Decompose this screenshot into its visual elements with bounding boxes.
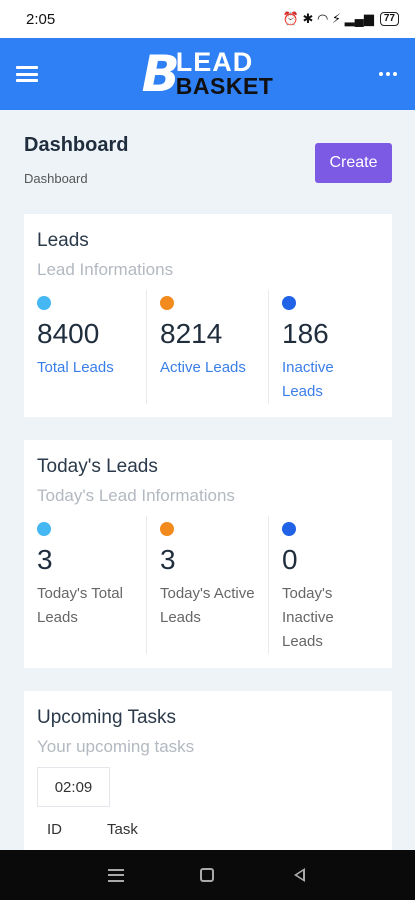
leads-stats: 8400 Total Leads 8214 Active Leads 186 I… xyxy=(24,290,392,404)
app-header: B LEAD BASKET xyxy=(0,38,415,110)
battery-icon: 77 xyxy=(379,12,399,26)
column-header-id: ID xyxy=(47,821,62,838)
stat-active-leads[interactable]: 8214 Active Leads xyxy=(146,290,268,404)
stat-label[interactable]: Inactive Leads xyxy=(282,359,334,400)
status-icons: ⏰ ✱ ◠ ⚡ ▂▄▆ 77 xyxy=(283,11,399,27)
recents-button[interactable] xyxy=(96,860,136,890)
stat-today-total-leads[interactable]: 3 Today's Total Leads xyxy=(24,516,146,654)
card-subtitle: Your upcoming tasks xyxy=(37,737,195,756)
stat-label: Today's Inactive Leads xyxy=(282,585,334,650)
today-stats: 3 Today's Total Leads 3 Today's Active L… xyxy=(24,516,392,654)
page-title: Dashboard xyxy=(24,134,129,156)
stat-dot-icon xyxy=(282,522,296,536)
stat-dot-icon xyxy=(160,522,174,536)
stat-today-active-leads[interactable]: 3 Today's Active Leads xyxy=(146,516,268,654)
stat-dot-icon xyxy=(37,296,51,310)
stat-value: 186 xyxy=(282,318,329,349)
stat-label[interactable]: Total Leads xyxy=(37,359,114,376)
home-button[interactable] xyxy=(187,860,227,890)
logo-lead-text: LEAD xyxy=(175,47,254,77)
stat-value: 3 xyxy=(37,544,53,575)
card-title: Leads xyxy=(37,230,89,251)
back-button[interactable] xyxy=(279,860,319,890)
stat-today-inactive-leads[interactable]: 0 Today's Inactive Leads xyxy=(268,516,390,654)
status-time: 2:05 xyxy=(26,10,56,28)
stat-dot-icon xyxy=(37,522,51,536)
logo-letter: B xyxy=(141,45,180,103)
stat-inactive-leads[interactable]: 186 Inactive Leads xyxy=(268,290,390,404)
system-navigation-bar xyxy=(0,850,415,900)
stat-value: 3 xyxy=(160,544,176,575)
stat-dot-icon xyxy=(282,296,296,310)
page-header: Dashboard Dashboard xyxy=(24,134,128,186)
card-title: Upcoming Tasks xyxy=(37,707,177,728)
stat-value: 8214 xyxy=(160,318,223,349)
hamburger-icon[interactable] xyxy=(16,66,38,82)
card-subtitle: Lead Informations xyxy=(37,260,174,279)
card-title: Today's Leads xyxy=(37,456,158,477)
column-header-task: Task xyxy=(107,821,138,838)
home-icon xyxy=(200,868,215,882)
card-subtitle: Today's Lead Informations xyxy=(37,486,235,505)
stat-label: Today's Total Leads xyxy=(37,585,123,626)
stat-label: Today's Active Leads xyxy=(160,585,255,626)
tasks-table-header: ID Task xyxy=(47,821,138,838)
upcoming-tasks-card: Upcoming Tasks Your upcoming tasks 02:09… xyxy=(24,691,392,850)
leads-card: Leads Lead Informations 8400 Total Leads… xyxy=(24,214,392,417)
stat-total-leads[interactable]: 8400 Total Leads xyxy=(24,290,146,404)
recents-icon xyxy=(107,868,124,882)
create-button[interactable]: Create xyxy=(315,143,392,183)
task-time-badge: 02:09 xyxy=(37,767,110,807)
stat-label[interactable]: Active Leads xyxy=(160,359,246,376)
breadcrumb[interactable]: Dashboard xyxy=(24,171,88,186)
main-content: Dashboard Dashboard Create Leads Lead In… xyxy=(0,110,415,850)
stat-value: 0 xyxy=(282,544,298,575)
back-icon xyxy=(293,868,305,882)
status-bar: 2:05 ⏰ ✱ ◠ ⚡ ▂▄▆ 77 xyxy=(0,0,415,38)
today-leads-card: Today's Leads Today's Lead Informations … xyxy=(24,440,392,668)
stat-value: 8400 xyxy=(37,318,100,349)
lead-basket-logo: B LEAD BASKET xyxy=(141,45,274,103)
status-indicator-icons: ⏰ ✱ ◠ ⚡ ▂▄▆ xyxy=(282,11,374,26)
logo-basket-text: BASKET xyxy=(175,73,274,99)
more-horizontal-icon[interactable] xyxy=(377,66,399,82)
stat-dot-icon xyxy=(160,296,174,310)
